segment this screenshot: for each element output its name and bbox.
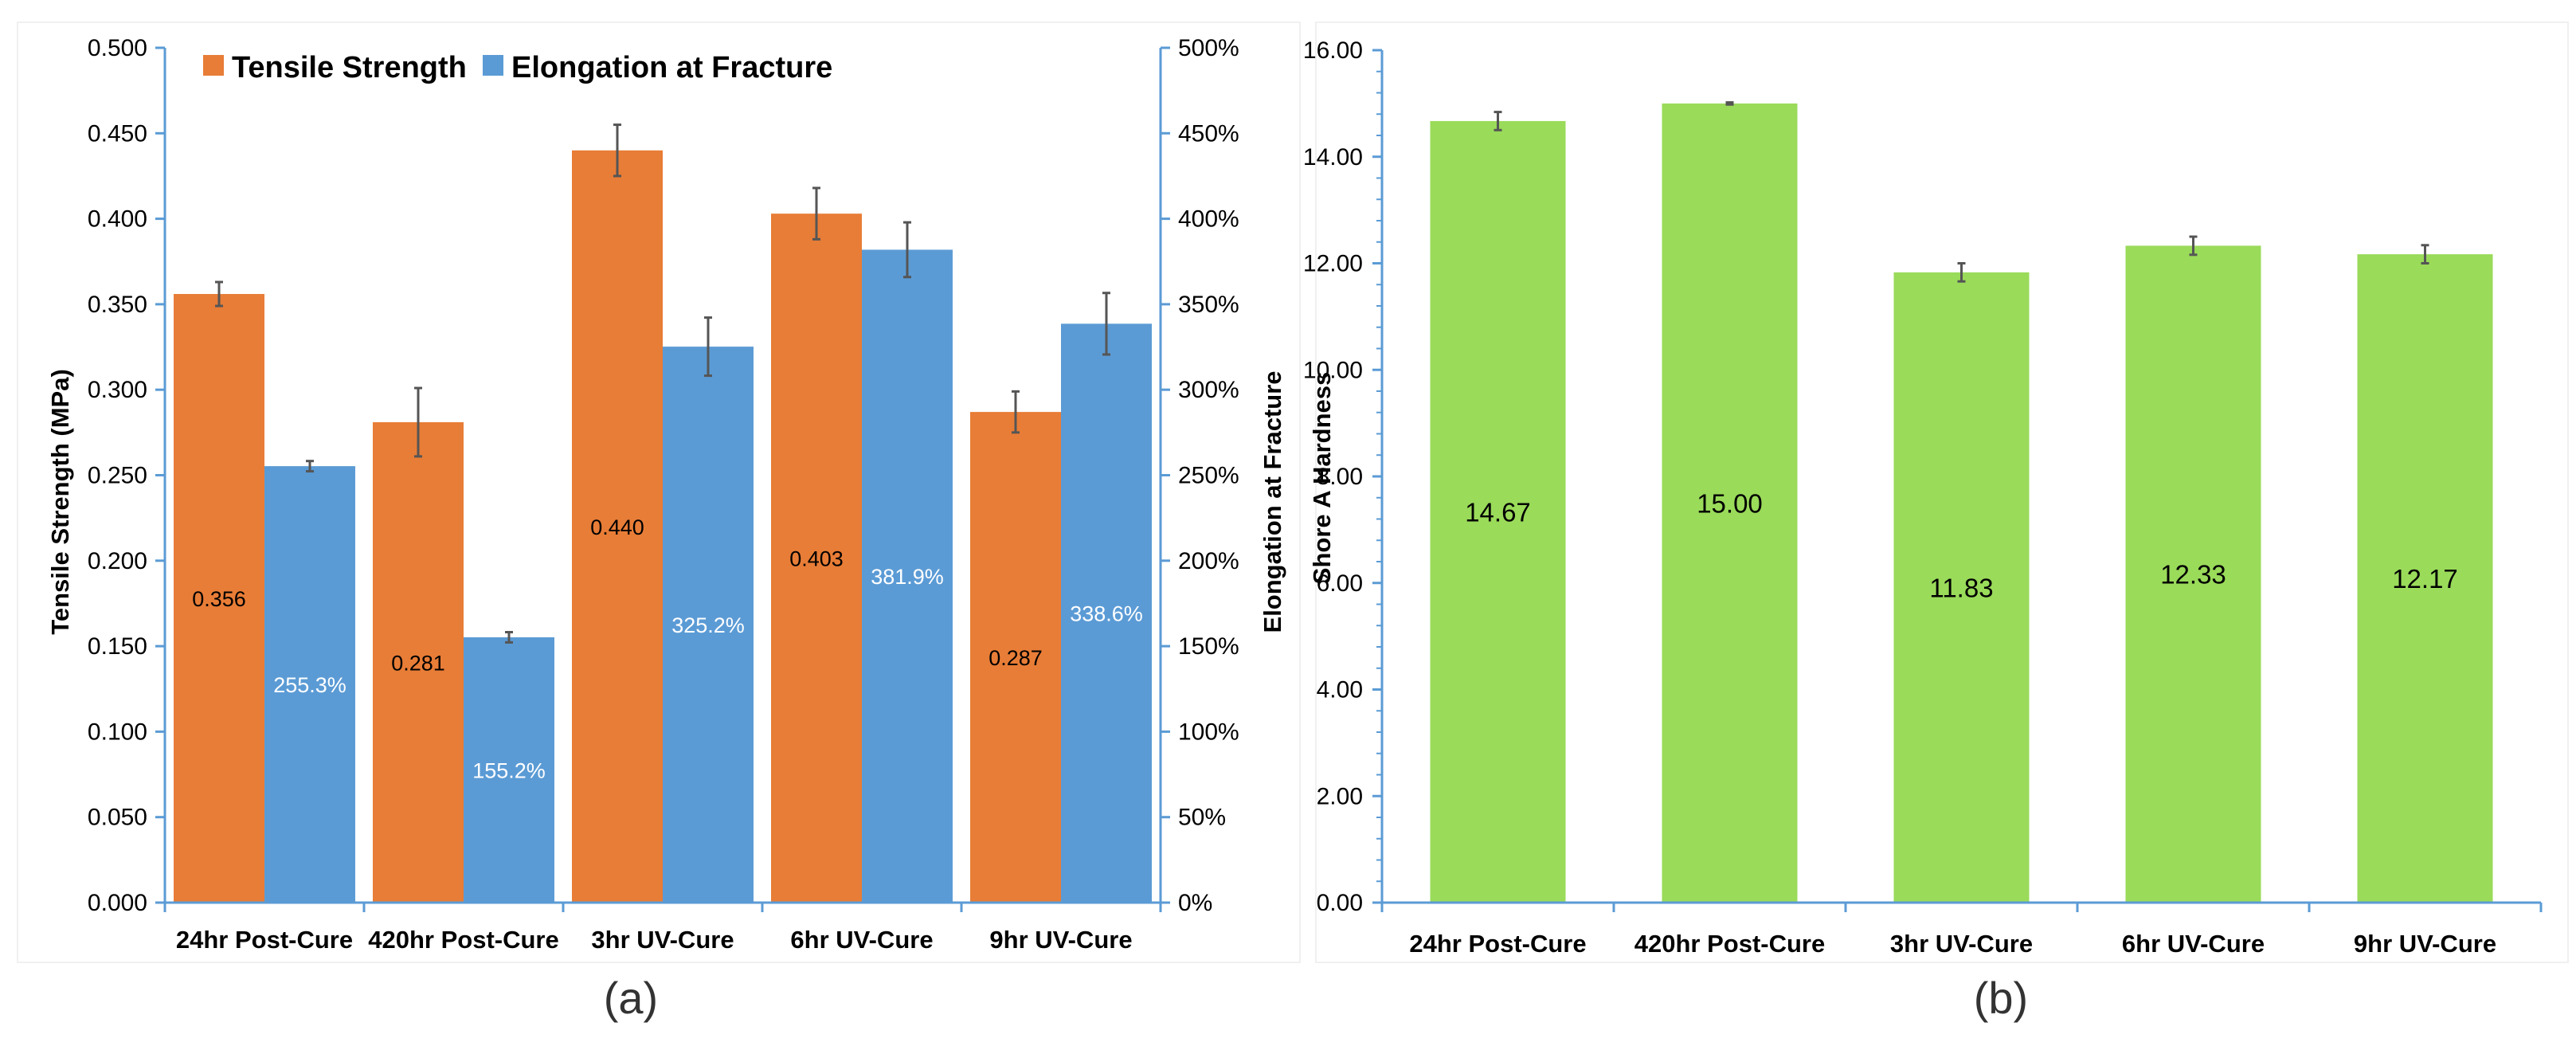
chart-b-axes: 24hr Post-Cure 420hr Post-Cure 3hr UV-Cure…: [1303, 37, 2543, 958]
y-tick-label: 0.050: [88, 805, 147, 831]
y-tick-label: 0.100: [88, 719, 147, 745]
y-right-tick-label: 200%: [1178, 548, 1239, 574]
chart-a-legend: Tensile Strength Elongation at Fracture: [203, 51, 832, 84]
tensile-label-1: 0.356: [192, 587, 246, 611]
elongation-label-2: 155.2%: [472, 758, 546, 782]
y-right-tick-label: 400%: [1178, 206, 1239, 233]
hardness-label-1: 14.67: [1465, 497, 1531, 527]
y-tick-label: 2.00: [1317, 783, 1363, 809]
x-tick-label: 24hr Post-Cure: [1409, 930, 1586, 958]
x-tick-label: 6hr UV-Cure: [2122, 930, 2265, 958]
y-right-tick-label: 0%: [1178, 890, 1212, 916]
y-tick-label: 8.00: [1317, 464, 1363, 490]
y-right-tick-label: 100%: [1178, 719, 1239, 745]
tensile-bar-2: [373, 421, 464, 903]
hardness-bar-1: [1430, 120, 1566, 903]
chart-a-bars: 0.356 255.3% 0.281 155.2% 0.440 325.2% 0.403 38…: [174, 123, 1152, 903]
elongation-bar-2: [464, 637, 554, 903]
y-tick-label: 6.00: [1317, 570, 1363, 597]
tensile-bar-5: [970, 412, 1061, 903]
chart-a-ylabel-right: Elongation at Fracture: [1259, 371, 1286, 633]
y-right-tick-label: 500%: [1178, 35, 1239, 61]
x-tick-label: 3hr UV-Cure: [1890, 930, 2033, 958]
x-tick-label: 420hr Post-Cure: [368, 926, 558, 954]
hardness-label-3: 11.83: [1929, 573, 1993, 602]
y-tick-label: 0.400: [88, 206, 147, 233]
y-tick-label: 10.00: [1303, 357, 1363, 383]
y-tick-label: 0.200: [88, 548, 147, 574]
elongation-label-5: 338.6%: [1070, 602, 1143, 626]
tensile-bar-1: [174, 294, 264, 903]
legend-label-tensile: Tensile Strength: [232, 51, 467, 84]
y-right-tick-label: 350%: [1178, 292, 1239, 318]
tensile-bar-4: [771, 214, 862, 903]
chart-b: 14.67 15.00 11.83 12.33 12.17 24hr Post-Cure…: [1303, 22, 2569, 1023]
hardness-label-4: 12.33: [2160, 560, 2226, 590]
chart-b-ylabel: Shore A Hardness: [1308, 372, 1336, 584]
hardness-bar-3: [1893, 272, 2030, 903]
elongation-bar-5: [1061, 323, 1152, 903]
y-tick-label: 4.00: [1317, 677, 1363, 703]
y-tick-label: 0.150: [88, 633, 147, 660]
hardness-label-2: 15.00: [1697, 488, 1763, 518]
elongation-bar-3: [663, 347, 754, 903]
chart-a: 0.356 255.3% 0.281 155.2% 0.440 325.2% 0.403 38…: [17, 22, 1301, 1023]
panel-label-a: (a): [604, 973, 658, 1023]
x-tick-label: 3hr UV-Cure: [591, 926, 734, 954]
hardness-bar-4: [2125, 245, 2261, 903]
y-right-tick-label: 150%: [1178, 633, 1239, 660]
y-tick-label: 0.350: [88, 292, 147, 318]
hardness-bar-2: [1662, 103, 1798, 903]
chart-b-bars: 14.67 15.00 11.83 12.33 12.17: [1430, 101, 2493, 903]
tensile-label-3: 0.440: [590, 515, 644, 539]
x-tick-label: 24hr Post-Cure: [176, 926, 353, 954]
x-tick-label: 6hr UV-Cure: [790, 926, 933, 954]
y-right-tick-label: 300%: [1178, 377, 1239, 403]
y-tick-label: 0.00: [1317, 890, 1363, 916]
y-tick-label: 0.250: [88, 463, 147, 489]
elongation-label-3: 325.2%: [671, 613, 745, 637]
legend-swatch-elongation: [483, 55, 503, 76]
legend-label-elongation: Elongation at Fracture: [511, 51, 832, 84]
tensile-bar-3: [572, 150, 663, 903]
y-tick-label: 16.00: [1303, 37, 1363, 64]
y-right-tick-label: 50%: [1178, 805, 1226, 831]
y-tick-label: 0.300: [88, 377, 147, 403]
legend-swatch-tensile: [203, 55, 224, 76]
elongation-label-1: 255.3%: [273, 673, 346, 697]
x-tick-label: 420hr Post-Cure: [1634, 930, 1825, 958]
panel-label-b: (b): [1974, 973, 2028, 1023]
y-tick-label: 0.450: [88, 120, 147, 147]
tensile-label-4: 0.403: [789, 547, 844, 571]
hardness-bar-5: [2357, 254, 2493, 903]
elongation-bar-4: [862, 249, 953, 903]
y-right-tick-label: 250%: [1178, 463, 1239, 489]
x-tick-label: 9hr UV-Cure: [989, 926, 1132, 954]
y-tick-label: 0.500: [88, 35, 147, 61]
elongation-label-4: 381.9%: [871, 565, 944, 589]
y-right-tick-label: 450%: [1178, 120, 1239, 147]
tensile-label-2: 0.281: [391, 651, 445, 675]
tensile-label-5: 0.287: [989, 646, 1043, 670]
hardness-label-5: 12.17: [2392, 564, 2458, 594]
y-tick-label: 0.000: [88, 890, 147, 916]
chart-a-axes: 24hr Post-Cure 420hr Post-Cure 3hr UV-Cure…: [88, 35, 1239, 954]
y-tick-label: 14.00: [1303, 144, 1363, 170]
elongation-bar-1: [264, 466, 355, 903]
chart-a-ylabel-left: Tensile Strength (MPa): [46, 369, 74, 635]
x-tick-label: 9hr UV-Cure: [2354, 930, 2496, 958]
y-tick-label: 12.00: [1303, 251, 1363, 277]
